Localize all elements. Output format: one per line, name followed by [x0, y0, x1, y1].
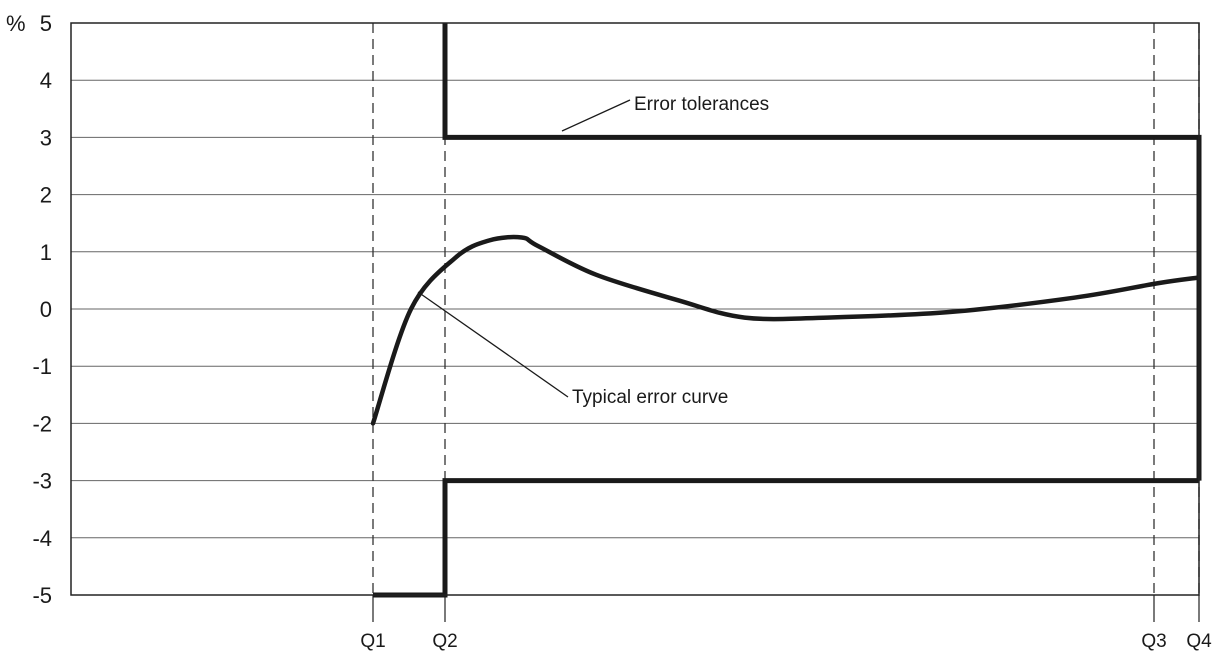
- marker-label-q3: Q3: [1141, 631, 1166, 652]
- y-tick-label: -3: [32, 469, 52, 494]
- q-marker-labels: Q1 Q2 Q3 Q4: [360, 595, 1212, 652]
- error-tolerances-leader: [561, 99, 631, 132]
- y-tick-label: 5: [40, 11, 52, 36]
- y-tick-label: -4: [32, 526, 52, 551]
- y-tick-label: 2: [40, 183, 52, 208]
- y-tick-label: 4: [40, 68, 52, 93]
- typical-error-curve: [370, 234, 1202, 426]
- marker-label-q2: Q2: [432, 631, 457, 652]
- y-unit-label: %: [6, 11, 26, 36]
- y-tick-label: -5: [32, 583, 52, 608]
- y-tick-label: 3: [40, 125, 52, 150]
- plot-frame: [70, 22, 1200, 596]
- marker-label-q1: Q1: [360, 631, 385, 652]
- marker-label-q4: Q4: [1186, 631, 1212, 652]
- y-tick-label: -2: [32, 411, 52, 436]
- y-tick-label: 1: [40, 240, 52, 265]
- typical-error-curve-leader: [417, 291, 569, 398]
- y-tick-label: -1: [32, 354, 52, 379]
- error-tolerances-label: Error tolerances: [634, 94, 769, 115]
- typical-error-curve-label: Typical error curve: [572, 387, 728, 408]
- y-tick-label: 0: [40, 297, 52, 322]
- annotation-layer: Error tolerances Typical error curve: [417, 94, 769, 408]
- y-tick-labels: 5 4 3 2 1 0 -1 -2 -3 -4 -5: [32, 11, 52, 608]
